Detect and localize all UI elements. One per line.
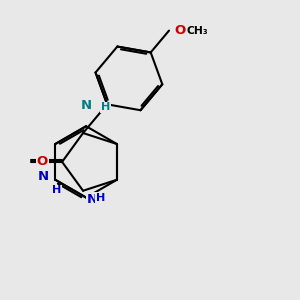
Text: O: O <box>174 24 186 37</box>
Text: N: N <box>87 193 98 206</box>
Text: H: H <box>95 193 105 203</box>
Text: H: H <box>101 102 110 112</box>
Text: N: N <box>81 99 92 112</box>
Text: H: H <box>52 185 62 195</box>
Text: O: O <box>37 155 48 168</box>
Text: CH₃: CH₃ <box>187 26 208 36</box>
Text: N: N <box>38 170 49 183</box>
